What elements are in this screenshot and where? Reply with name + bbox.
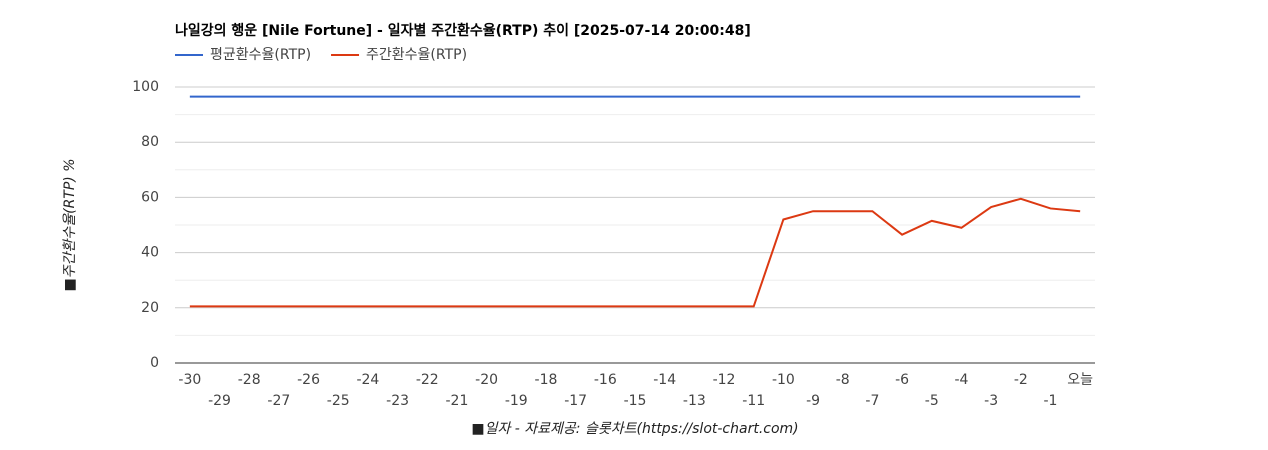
x-tick-label: -6 [895, 372, 909, 388]
x-tick-label: 오늘 [1067, 372, 1093, 388]
x-tick-label: -15 [624, 393, 647, 409]
x-tick-label: -19 [505, 393, 528, 409]
x-tick-label: -13 [683, 393, 706, 409]
x-tick-label: -27 [267, 393, 290, 409]
x-tick-label: -17 [564, 393, 587, 409]
y-tick-label: 0 [150, 355, 159, 371]
chart-title: 나일강의 행운 [Nile Fortune] - 일자별 주간환수율(RTP) … [175, 22, 751, 39]
y-axis-title: ■주간환수율(RTP) % [62, 158, 78, 291]
x-tick-label: -9 [806, 393, 820, 409]
series-line [189, 197, 1081, 308]
x-tick-label: -5 [925, 393, 939, 409]
x-tick-label: -21 [445, 393, 468, 409]
legend-label: 평균환수율(RTP) [210, 47, 311, 63]
x-tick-label: -22 [416, 372, 439, 388]
x-tick-label: -20 [475, 372, 498, 388]
x-tick-label: -24 [356, 372, 379, 388]
x-tick-label: -18 [535, 372, 558, 388]
x-tick-label: -25 [327, 393, 350, 409]
x-tick-label: -2 [1014, 372, 1028, 388]
x-tick-label: -28 [238, 372, 261, 388]
y-tick-label: 80 [141, 134, 159, 150]
x-tick-label: -4 [954, 372, 968, 388]
y-tick-label: 40 [141, 245, 159, 261]
x-tick-label: -3 [984, 393, 998, 409]
x-tick-label: -26 [297, 372, 320, 388]
x-tick-label: -23 [386, 393, 409, 409]
x-axis-title: ■일자 - 자료제공: 슬롯차트(https://slot-chart.com) [471, 421, 798, 437]
x-tick-label: -7 [865, 393, 879, 409]
y-tick-label: 60 [141, 189, 159, 205]
x-tick-label: -11 [742, 393, 765, 409]
x-tick-label: -29 [208, 393, 231, 409]
x-tick-label: -10 [772, 372, 795, 388]
legend-label: 주간환수율(RTP) [366, 47, 467, 63]
x-tick-label: -30 [178, 372, 201, 388]
x-tick-label: -8 [836, 372, 850, 388]
x-tick-label: -16 [594, 372, 617, 388]
y-tick-label: 100 [132, 79, 159, 95]
x-tick-label: -12 [713, 372, 736, 388]
x-tick-label: -1 [1043, 393, 1057, 409]
y-tick-label: 20 [141, 300, 159, 316]
x-tick-label: -14 [653, 372, 676, 388]
